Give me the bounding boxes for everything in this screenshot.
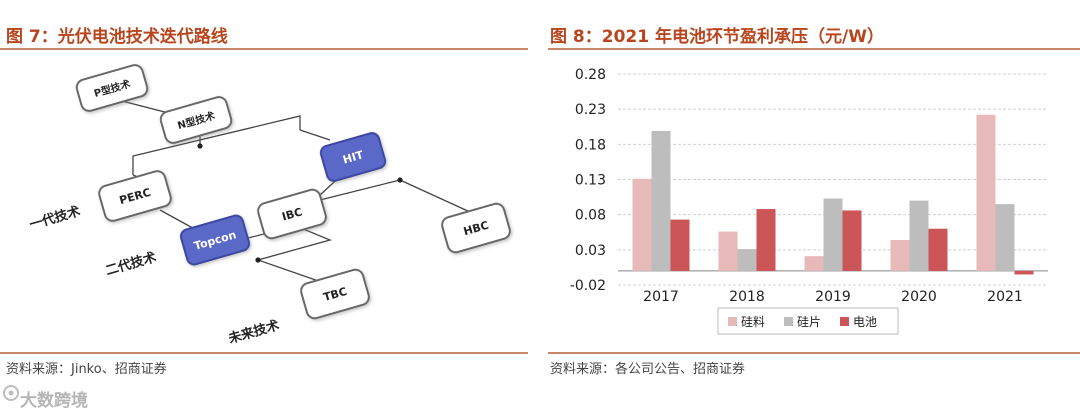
node-perc: PERC [98,170,172,222]
watermark-logo-icon [3,385,19,401]
x-axis-ticks: 2017 2018 2019 2020 2021 [643,289,1023,305]
figure-8-source-rule [548,352,1080,354]
bar-1-2021 [995,204,1015,271]
node-n-type: N型技术 [159,96,233,144]
x-tick-label: 2019 [815,289,851,305]
node-p-type: P型技术 [75,64,149,112]
x-tick-label: 2020 [901,289,937,305]
legend-label-1: 硅片 [797,315,821,329]
y-tick-label: 0.13 [575,173,606,189]
node-topcon: Topcon [179,214,251,266]
legend-label-2: 电池 [853,315,877,329]
bar-2-2021 [1014,270,1034,275]
profit-bar-chart: 0.280.230.180.130.080.03-0.02 2017 2018 20… [570,67,1048,335]
bar-0-2020 [890,239,910,271]
watermark-text: 大数跨境 [20,391,88,411]
bar-1-2018 [737,249,757,271]
y-tick-label: 0.08 [575,208,606,224]
figure-7-source: 资料来源：Jinko、招商证券 [6,362,167,377]
x-tick-label: 2017 [643,289,679,305]
bar-0-2017 [632,178,652,271]
bar-0-2019 [804,256,824,271]
figure-7-title: 图 7：光伏电池技术迭代路线 [6,27,228,47]
bar-2-2017 [670,219,690,271]
bar-2-2018 [756,209,776,271]
node-hit: HIT [319,132,387,182]
bar-0-2021 [976,114,996,271]
y-tick-label: 0.03 [575,243,606,259]
node-ibc: IBC [257,188,327,240]
y-tick-label: 0.28 [575,67,606,83]
chart-bars [632,114,1034,275]
label-gen2: 二代技术 [104,249,158,279]
technology-roadmap-diagram: P型技术 N型技术 PERC HIT IBC Topcon HBC TBC 一代… [28,64,511,347]
figure-8-title-rule [548,48,1080,50]
legend-swatch-1 [784,317,793,326]
x-tick-label: 2018 [729,289,765,305]
figure-7-title-rule [0,48,528,50]
chart-legend-box [717,307,899,335]
bar-0-2018 [718,231,738,271]
legend-swatch-2 [840,317,849,326]
bar-2-2020 [928,228,948,271]
y-tick-label: 0.23 [575,102,606,118]
label-future: 未来技术 [226,317,281,347]
figure-7-source-rule [0,352,528,354]
svg-text:IBC: IBC [280,205,303,223]
y-tick-label: 0.18 [575,137,606,153]
svg-text:TBC: TBC [322,285,349,304]
node-tbc: TBC [300,268,370,320]
label-gen1: 一代技术 [28,203,82,233]
x-tick-label: 2021 [987,289,1023,305]
svg-text:HIT: HIT [341,148,365,166]
figure-8-source: 资料来源：各公司公告、招商证券 [550,362,746,377]
node-hbc: HBC [441,202,511,254]
bar-1-2017 [651,130,671,271]
chart-legend: 硅料 硅片 电池 [728,315,877,329]
y-axis-ticks: 0.28 0.23 0.18 0.13 0.08 0.03 -0.02 [570,67,606,294]
legend-label-0: 硅料 [741,315,765,329]
figure-8-title: 图 8：2021 年电池环节盈利承压（元/W） [550,27,884,47]
bar-1-2020 [909,200,929,271]
junction-dot [197,143,203,149]
junction-dot [397,177,403,183]
legend-swatch-0 [728,317,737,326]
junction-dot [255,257,261,263]
bar-2-2019 [842,210,862,271]
y-tick-label: -0.02 [570,278,606,294]
bar-1-2019 [823,198,843,271]
